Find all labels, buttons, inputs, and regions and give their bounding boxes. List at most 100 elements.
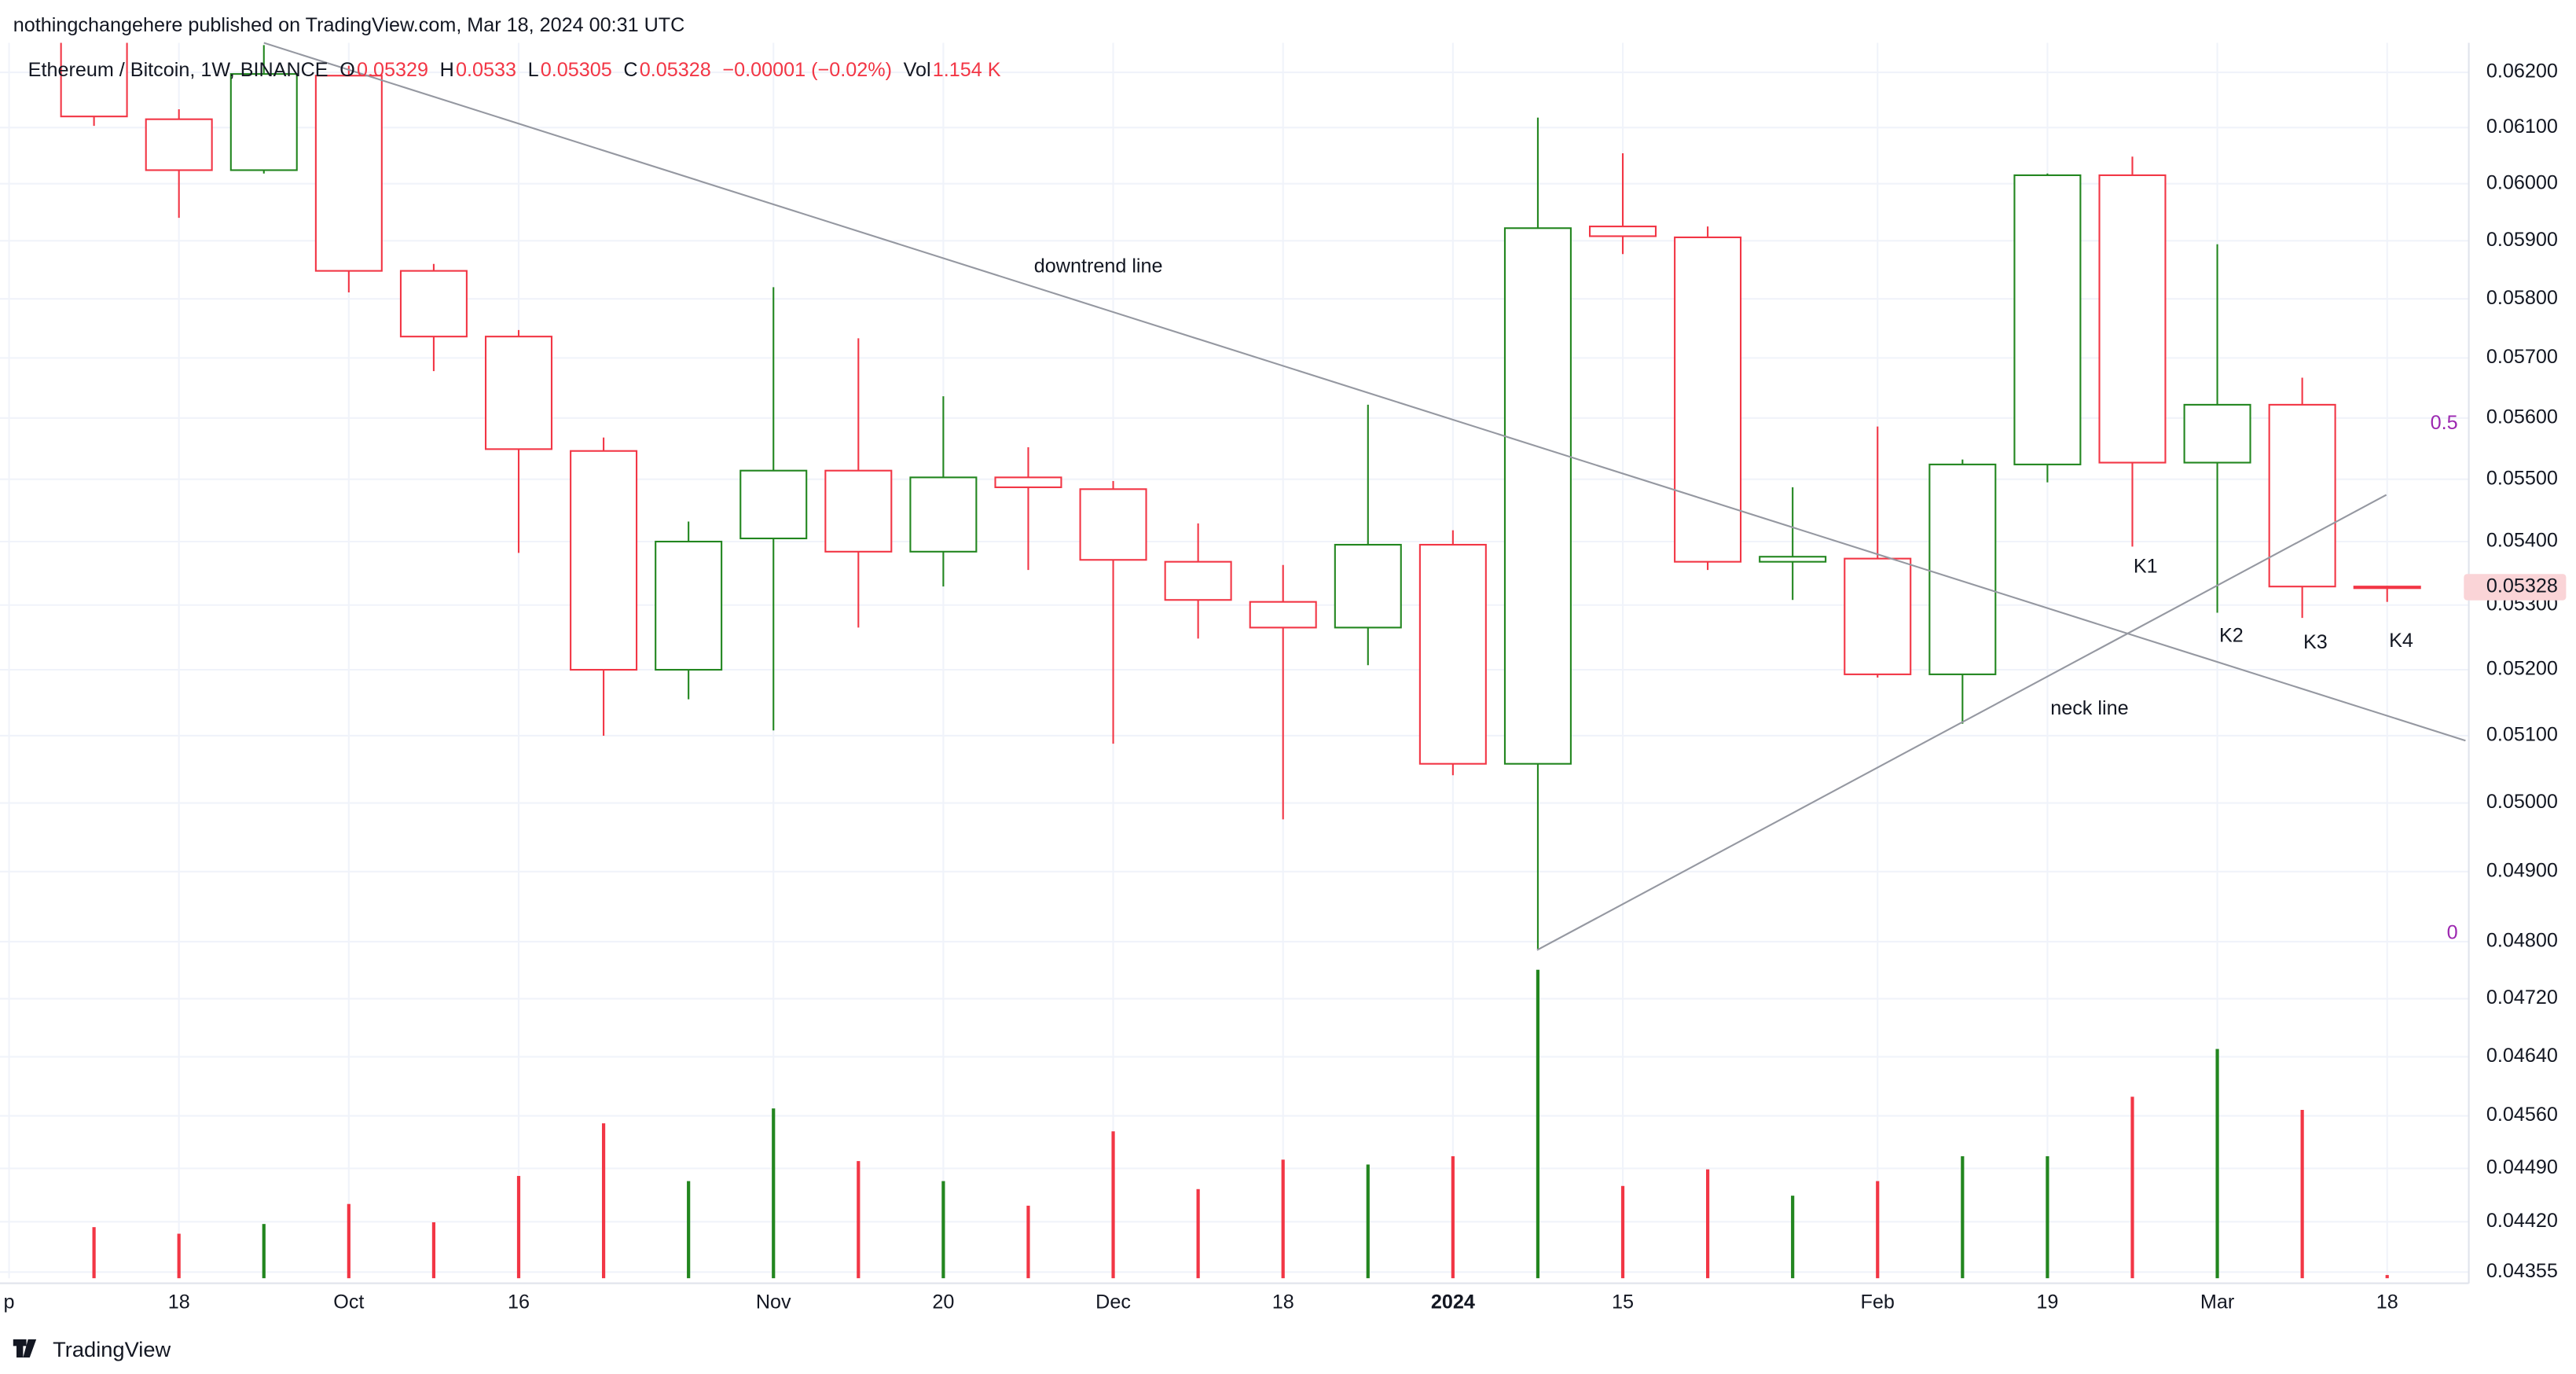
annotation: K4 [2389, 630, 2413, 652]
volume-bar [601, 1123, 606, 1279]
legend-item: 0.05329 [357, 59, 428, 81]
brand: TradingView [13, 1337, 171, 1361]
candle-body [1249, 601, 1317, 629]
candle-body [2268, 403, 2336, 588]
y-tick-label: 0.05800 [2486, 287, 2558, 309]
candle-body [1334, 543, 1402, 629]
candle-body [1928, 463, 1997, 675]
legend-item: 0.0533 [456, 59, 516, 81]
candle-body [1164, 560, 1232, 601]
volume-bar [687, 1181, 691, 1279]
x-tick-label: p [4, 1291, 15, 1313]
volume-bar [516, 1176, 521, 1279]
grid [0, 42, 2469, 1279]
volume-bar [1366, 1164, 1370, 1279]
annotation: K3 [2303, 631, 2328, 653]
annotation: K2 [2219, 625, 2244, 647]
neck-line [1536, 494, 2387, 951]
x-tick-label: Mar [2200, 1291, 2234, 1313]
y-tick-label: 0.04560 [2486, 1104, 2558, 1126]
candle-body [60, 42, 128, 118]
y-tick-label: 0.05400 [2486, 530, 2558, 552]
y-tick-label: 0.06100 [2486, 116, 2558, 138]
annotation: K1 [2134, 556, 2158, 578]
candle-body [314, 75, 383, 272]
volume-bar [1026, 1205, 1030, 1279]
x-tick-label: 18 [168, 1291, 190, 1313]
volume-bar [92, 1227, 96, 1279]
candle-body [1674, 236, 1742, 563]
volume-bar [1111, 1131, 1115, 1279]
candle-body [655, 540, 723, 671]
downtrend-line [263, 42, 2466, 742]
candle-body [1418, 543, 1487, 765]
annotation: neck line [2050, 697, 2128, 719]
y-tick-label: 0.04420 [2486, 1210, 2558, 1232]
y-tick-label: 0.05000 [2486, 791, 2558, 813]
y-tick-label: 0.05900 [2486, 229, 2558, 251]
volume-bar [262, 1224, 266, 1279]
volume-bar [772, 1108, 776, 1279]
legend-item: L [528, 59, 539, 81]
x-tick-label: 2024 [1431, 1291, 1475, 1313]
volume-bar [1536, 969, 1540, 1279]
candle-body [1079, 488, 1147, 561]
x-tick-label: Dec [1095, 1291, 1131, 1313]
symbol-legend: Ethereum / Bitcoin, 1W, BINANCE O 0.05329 H… [28, 59, 1001, 81]
candle-body [229, 73, 298, 171]
volume-bar [1196, 1188, 1200, 1279]
legend-item: Ethereum / Bitcoin, 1W, BINANCE [28, 59, 328, 81]
volume-bar [1620, 1185, 1625, 1279]
y-tick-label: 0.05200 [2486, 658, 2558, 680]
volume-bar [1281, 1159, 1285, 1279]
volume-bar [431, 1222, 436, 1279]
volume-bar [1961, 1155, 1965, 1279]
volume-bar [857, 1161, 861, 1279]
candle-body [484, 336, 553, 450]
volume-bar [2385, 1275, 2389, 1279]
volume-bar [2046, 1155, 2049, 1279]
x-tick-label: Nov [756, 1291, 791, 1313]
axes: 0.06200 0.06100 0.06000 0.05900 0.05800 0.057… [4, 61, 2567, 1313]
volume-bar [347, 1203, 350, 1279]
legend-item: 0.05305 [541, 59, 612, 81]
y-tick-label: 0.04800 [2486, 930, 2558, 952]
annotation: downtrend line [1034, 255, 1163, 277]
volume-bar [2300, 1109, 2304, 1279]
candle-body [570, 450, 638, 671]
published-line: nothingchangehere published on TradingVi… [13, 14, 685, 36]
candle-body [909, 476, 978, 553]
x-tick-label: 19 [2036, 1291, 2058, 1313]
x-tick-label: 16 [508, 1291, 530, 1313]
x-tick-label: 18 [1272, 1291, 1294, 1313]
y-tick-label: 0.04900 [2486, 860, 2558, 882]
x-tick-label: Oct [333, 1291, 364, 1313]
candle-body [824, 469, 893, 553]
candle-body [2183, 403, 2251, 464]
y-tick-label: 0.05500 [2486, 467, 2558, 489]
y-tick-label: 0.04720 [2486, 986, 2558, 1008]
candle-body [2013, 174, 2082, 465]
y-tick-label: 0.05700 [2486, 346, 2558, 368]
legend-item: C [623, 59, 637, 81]
y-tick-label: 0.04490 [2486, 1156, 2558, 1178]
volume-bar [1705, 1169, 1710, 1279]
fib-level-label: 0 [2447, 921, 2458, 943]
last-price-tag [2464, 574, 2567, 601]
fib-level-label: 0.5 [2431, 412, 2458, 434]
volume-bar [2130, 1097, 2134, 1279]
legend-item: Vol [904, 59, 931, 81]
y-tick-label: 0.04640 [2486, 1045, 2558, 1067]
tradingview-logo [13, 1339, 37, 1358]
x-tick-label: 18 [2376, 1291, 2398, 1313]
candle-body [1759, 556, 1827, 563]
x-tick-label: 20 [932, 1291, 954, 1313]
volume-bar [2215, 1049, 2219, 1279]
y-tick-label: 0.06200 [2486, 61, 2558, 83]
legend-item: −0.00001 (−0.02%) [722, 59, 892, 81]
brand-name: TradingView [53, 1337, 171, 1361]
candle-body [399, 270, 468, 338]
candle-body [145, 118, 213, 171]
